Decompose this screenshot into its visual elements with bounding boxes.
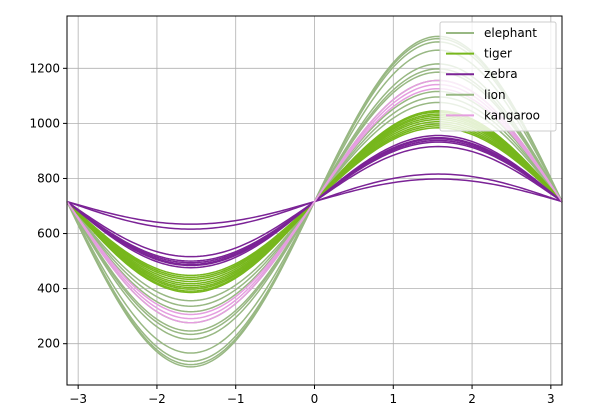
legend-label-lion: lion [484,88,506,102]
legend-label-kangaroo: kangaroo [484,108,540,122]
y-tick-label: 800 [37,171,60,185]
legend-label-elephant: elephant [484,26,537,40]
x-tick-label: 0 [311,392,319,406]
y-tick-label: 200 [37,337,60,351]
x-axis: −3 −2 −1 0 1 2 3 [69,385,555,406]
legend-label-tiger: tiger [484,47,512,61]
x-tick-label: −1 [227,392,245,406]
x-tick-label: 3 [547,392,555,406]
y-tick-label: 600 [37,227,60,241]
y-tick-label: 1000 [29,116,60,130]
legend-box [439,21,557,132]
y-tick-label: 400 [37,282,60,296]
legend-label-zebra: zebra [484,67,518,81]
y-tick-label: 1200 [29,61,60,75]
x-tick-label: 2 [468,392,476,406]
y-axis: 200 400 600 800 1000 1200 [29,61,67,351]
x-tick-label: 1 [389,392,397,406]
x-tick-label: −3 [69,392,87,406]
x-tick-label: −2 [148,392,166,406]
legend: elephant tiger zebra lion kangaroo [439,21,557,132]
